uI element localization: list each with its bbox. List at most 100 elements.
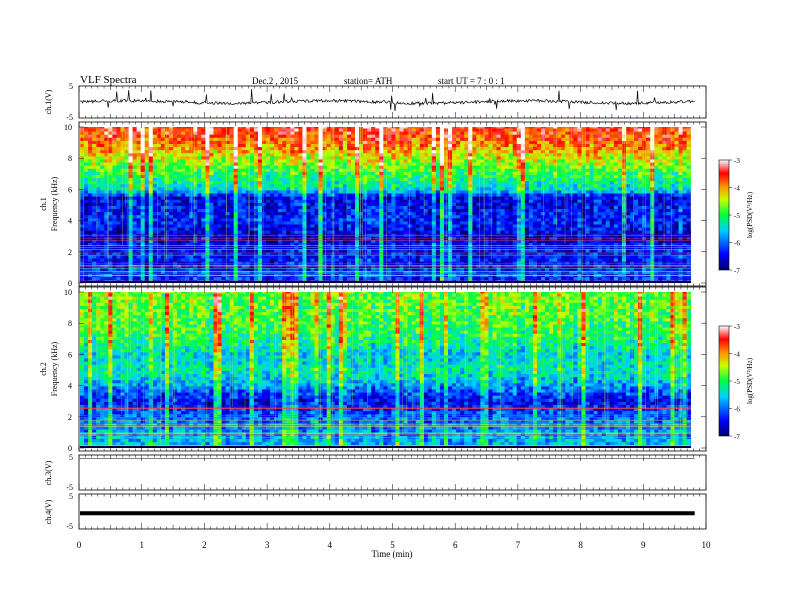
spectrogram-cell <box>168 242 174 247</box>
spectrogram-cell <box>346 270 352 275</box>
spectrogram-cell <box>403 227 408 231</box>
spectrogram-cell <box>298 248 303 253</box>
spectrogram-cell <box>213 255 218 259</box>
spectrogram-cell <box>630 224 635 228</box>
spectrogram-cell <box>613 217 619 222</box>
spectrogram-cell <box>439 267 445 271</box>
spectrogram-cell <box>549 255 554 259</box>
spectrogram-cell <box>164 270 170 275</box>
spectrogram-cell <box>431 224 437 228</box>
spectrogram-cell <box>411 258 416 262</box>
spectrogram-cell <box>682 211 687 216</box>
spectrogram-cell <box>144 190 150 194</box>
spectrogram-cell <box>625 205 631 209</box>
spectrogram-cell <box>411 199 416 203</box>
spectrogram-cell <box>403 221 408 225</box>
spectrogram-cell <box>104 227 109 231</box>
spectrogram-cell <box>92 217 97 222</box>
spectrogram-cell <box>168 270 174 275</box>
spectrogram-cell <box>290 267 295 271</box>
spectrogram-cell <box>496 230 501 234</box>
spectrogram-cell <box>383 199 388 203</box>
spectrogram-cell <box>209 267 214 271</box>
spectrogram-cell <box>278 248 283 253</box>
spectrogram-cell <box>233 214 239 219</box>
spectrogram-cell <box>605 242 611 247</box>
spectrogram-cell <box>359 214 364 219</box>
spectrogram-cell <box>209 276 214 281</box>
spectrogram-cell <box>650 202 655 206</box>
spectrogram-cell <box>399 205 404 209</box>
spectrogram-cell <box>484 227 489 231</box>
spectrogram-cell <box>326 221 332 225</box>
spectrogram-cell <box>261 205 267 209</box>
spectrogram-cell <box>516 255 522 259</box>
spectrogram-cell <box>528 239 534 244</box>
spectrogram-cell <box>658 202 663 206</box>
spectrogram-cell <box>338 187 344 191</box>
spectrogram-cell <box>168 230 174 234</box>
spectrogram-cell <box>456 221 461 225</box>
spectrogram-cell <box>452 211 457 216</box>
spectrogram-cell <box>549 221 554 225</box>
spectrogram-cell <box>654 193 659 197</box>
spectrogram-cell <box>504 214 509 219</box>
spectrogram-cell <box>512 196 518 200</box>
spectrogram-cell <box>116 190 121 194</box>
spectrogram-cell <box>294 193 299 197</box>
spectrogram-cell <box>164 217 170 222</box>
spectrogram-cell <box>108 190 113 194</box>
spectrogram-cell <box>484 270 489 275</box>
spectrogram-cell <box>427 205 433 209</box>
spectrogram-cell <box>488 252 493 256</box>
spectrogram-cell <box>520 255 526 259</box>
spectrogram-cell <box>460 264 465 268</box>
spectrogram-cell <box>177 193 182 197</box>
spectrogram-cell <box>363 214 368 219</box>
spectrogram-cell <box>266 183 271 188</box>
spectrogram-cell <box>658 276 663 281</box>
spectrogram-cell <box>132 183 137 188</box>
spectrogram-cell <box>278 252 283 256</box>
spectrogram-cell <box>597 196 602 200</box>
spectrogram-cell <box>84 193 89 197</box>
spectrogram-cell <box>209 230 214 234</box>
spectrogram-cell <box>302 264 307 268</box>
spectrogram-cell <box>112 248 117 253</box>
spectrogram-cell <box>116 276 121 281</box>
spectrogram-cell <box>557 227 562 231</box>
spectrogram-cell <box>520 239 526 244</box>
spectrogram-cell <box>520 196 526 200</box>
spectrogram-cell <box>355 217 360 222</box>
spectrogram-cell <box>642 242 647 247</box>
spectrogram-cell <box>225 196 230 200</box>
spectrogram-cell <box>338 252 344 256</box>
spectrogram-cell <box>379 217 384 222</box>
spectrogram-cell <box>678 217 683 222</box>
spectrogram-cell <box>322 230 327 234</box>
spectrogram-cell <box>443 227 449 231</box>
spectrogram-cell <box>108 248 113 253</box>
spectrogram-cell <box>185 190 190 194</box>
spectrogram-cell <box>589 205 594 209</box>
ch1-spectrogram-image <box>80 127 691 283</box>
spectrogram-cell <box>108 199 113 203</box>
spectrogram-cell <box>585 264 590 268</box>
spectrogram-cell <box>609 242 615 247</box>
spectrogram-cell <box>670 205 675 209</box>
spectrogram-cell <box>229 187 234 191</box>
spectrogram-cell <box>278 267 283 271</box>
spectrogram-cell <box>326 187 332 191</box>
spectrogram-cell <box>298 196 303 200</box>
spectrogram-cell <box>508 264 514 268</box>
spectrogram-cell <box>520 242 526 247</box>
spectrogram-cell <box>108 276 113 281</box>
spectrogram-cell <box>686 264 691 268</box>
spectrogram-cell <box>452 276 457 281</box>
spectrogram-cell <box>500 270 505 275</box>
spectrogram-cell <box>286 183 291 188</box>
spectrogram-cell <box>148 264 154 268</box>
spectrogram-cell <box>690 196 691 200</box>
spectrogram-cell <box>593 221 598 225</box>
spectrogram-cell <box>617 187 623 191</box>
